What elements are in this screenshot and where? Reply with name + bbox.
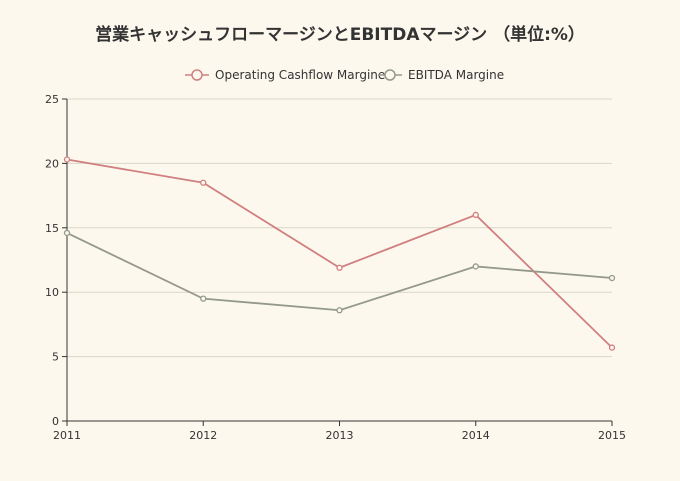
legend-marker: [384, 69, 396, 81]
data-point[interactable]: [336, 307, 343, 314]
axes: 0 5 10 15 20 25 2011 2012 2013 2014 2015: [45, 93, 626, 442]
series-group: [63, 156, 616, 351]
series-line: [66, 232, 613, 312]
data-point[interactable]: [63, 229, 71, 237]
data-point[interactable]: [200, 295, 207, 302]
legend[interactable]: Operating Cashflow Margine EBITDA Margine: [185, 68, 504, 82]
data-point[interactable]: [608, 274, 616, 282]
y-tick-label: 5: [52, 351, 59, 364]
series-1: [63, 156, 616, 351]
y-tick-label: 15: [45, 222, 59, 235]
x-tick-label: 2014: [462, 429, 490, 442]
y-tick-label: 0: [52, 415, 59, 428]
series-line: [66, 158, 613, 349]
legend-label: Operating Cashflow Margine: [215, 68, 385, 82]
data-point[interactable]: [472, 211, 479, 219]
x-tick-label: 2015: [598, 429, 626, 442]
series-2: [63, 229, 616, 314]
legend-marker: [191, 69, 203, 81]
data-point[interactable]: [200, 179, 207, 186]
x-tick-label: 2011: [53, 429, 81, 442]
legend-item-2[interactable]: EBITDA Margine: [378, 68, 504, 82]
data-point[interactable]: [472, 263, 479, 270]
y-tick-label: 10: [45, 286, 59, 299]
data-point[interactable]: [63, 156, 71, 163]
x-tick-label: 2012: [189, 429, 217, 442]
x-tick-label: 2013: [326, 429, 354, 442]
y-tick-label: 20: [45, 157, 59, 170]
legend-label: EBITDA Margine: [408, 68, 504, 82]
y-tick-label: 25: [45, 93, 59, 106]
data-point[interactable]: [608, 344, 616, 351]
legend-item-1[interactable]: Operating Cashflow Margine: [185, 68, 385, 82]
data-point[interactable]: [336, 264, 343, 271]
gridlines: [67, 98, 612, 358]
chart-title: 営業キャッシュフローマージンとEBITDAマージン （単位:%）: [95, 24, 585, 45]
